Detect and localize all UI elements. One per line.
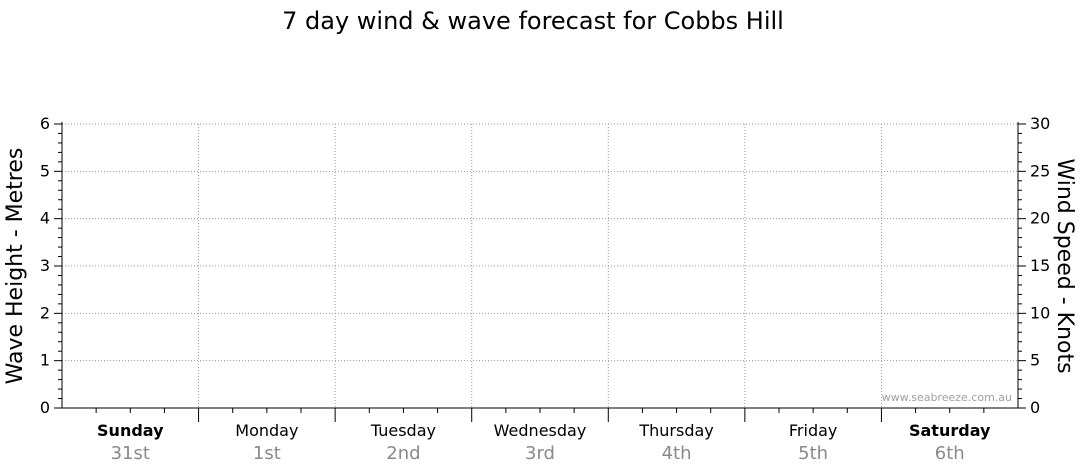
right-tick-label: 25 <box>1030 161 1050 180</box>
chart-title: 7 day wind & wave forecast for Cobbs Hil… <box>282 7 784 35</box>
day-label: Saturday <box>909 421 991 440</box>
date-label: 5th <box>798 443 828 464</box>
day-label: Wednesday <box>494 421 587 440</box>
day-label: Tuesday <box>370 421 436 440</box>
right-axis-title: Wind Speed - Knots <box>1052 158 1077 373</box>
right-tick-label: 0 <box>1030 398 1040 417</box>
left-tick-label: 4 <box>40 209 50 228</box>
day-label: Thursday <box>638 421 713 440</box>
left-tick-label: 0 <box>40 398 50 417</box>
day-label: Monday <box>235 421 298 440</box>
date-label: 2nd <box>386 443 420 464</box>
right-tick-label: 20 <box>1030 209 1050 228</box>
right-tick-label: 10 <box>1030 303 1050 322</box>
right-tick-label: 30 <box>1030 114 1050 133</box>
date-label: 3rd <box>525 443 555 464</box>
right-tick-label: 5 <box>1030 351 1040 370</box>
left-tick-label: 2 <box>40 303 50 322</box>
date-label: 31st <box>111 443 150 464</box>
right-tick-label: 15 <box>1030 256 1050 275</box>
watermark: www.seabreeze.com.au <box>882 391 1012 404</box>
left-tick-label: 6 <box>40 114 50 133</box>
grid-lines <box>62 123 1018 408</box>
day-label: Sunday <box>97 421 164 440</box>
day-label: Friday <box>789 421 838 440</box>
date-label: 4th <box>662 443 692 464</box>
date-label: 1st <box>253 443 281 464</box>
tick-labels: 0 01 52 103 154 205 256 30Sunday31stMonday1stTu… <box>40 114 1051 464</box>
left-axis-title: Wave Height - Metres <box>3 148 28 385</box>
left-tick-label: 3 <box>40 256 50 275</box>
left-tick-label: 5 <box>40 161 50 180</box>
date-label: 6th <box>935 443 965 464</box>
axes <box>54 122 1026 422</box>
left-tick-label: 1 <box>40 351 50 370</box>
